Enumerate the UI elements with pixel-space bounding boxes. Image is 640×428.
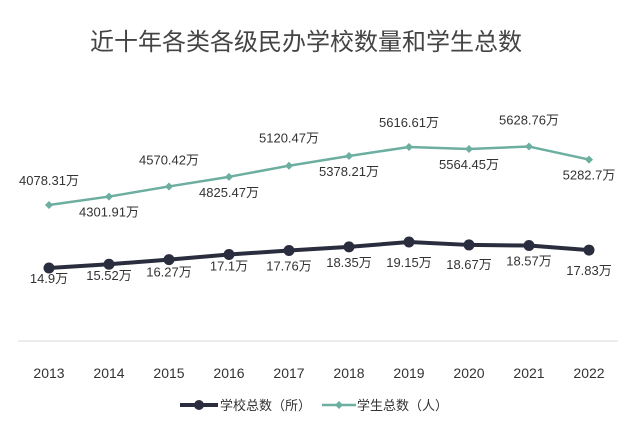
school-count-data-label: 17.76万 — [266, 259, 312, 274]
school-count-point — [463, 239, 475, 251]
student-count-point — [285, 161, 293, 170]
school-count-line — [48, 240, 590, 270]
school-count-data-label: 18.67万 — [446, 257, 492, 272]
x-tick-label: 2019 — [393, 365, 424, 381]
school-count-data-label: 18.35万 — [326, 255, 372, 270]
school-count-point — [343, 241, 355, 253]
student-count-point — [165, 182, 173, 191]
student-count-point — [345, 151, 353, 160]
student-count-point — [525, 142, 533, 151]
x-tick-label: 2014 — [93, 365, 124, 381]
student-count-point — [405, 143, 413, 151]
student-count-data-label: 5564.45万 — [439, 157, 499, 172]
x-tick-label: 2017 — [273, 365, 304, 381]
x-tick-label: 2013 — [33, 365, 64, 381]
student-count-data-label: 5628.76万 — [499, 113, 559, 128]
school-count-point — [43, 262, 55, 274]
student-count-point — [45, 201, 53, 209]
school-count-data-label: 14.9万 — [30, 271, 68, 286]
student-count-data-label: 4570.42万 — [139, 152, 199, 167]
school-count-point — [283, 245, 295, 257]
legend-school-marker — [194, 400, 204, 410]
school-count-point — [403, 236, 415, 248]
student-count-data-label: 5378.21万 — [319, 164, 379, 179]
x-axis-tick-labels: 2013 2014 2015 2016 2017 2018 2019 2020 2021 2022 — [33, 365, 604, 381]
student-count-line — [48, 145, 590, 207]
legend-student-label: 学生总数（人） — [357, 398, 448, 414]
student-count-data-label: 4078.31万 — [19, 173, 79, 188]
student-count-point — [105, 192, 113, 201]
school-count-data-label: 15.52万 — [86, 268, 132, 283]
x-tick-label: 2016 — [213, 365, 244, 381]
student-count-data-label: 5616.61万 — [379, 115, 439, 130]
student-count-point — [585, 155, 593, 164]
school-count-data-label: 19.15万 — [386, 255, 432, 270]
chart-title: 近十年各类各级民办学校数量和学生总数 — [90, 28, 522, 56]
school-count-point — [523, 240, 535, 252]
x-tick-label: 2022 — [573, 365, 604, 381]
series-layer: 14.9万 15.52万 16.27万 17.1万 17.76万 18.35万 19.15万… — [19, 113, 615, 286]
school-count-point — [103, 258, 115, 270]
x-tick-label: 2015 — [153, 365, 184, 381]
legend: 学校总数（所） 学生总数（人） — [180, 398, 448, 414]
student-count-data-label: 5282.7万 — [563, 168, 616, 183]
student-count-point — [465, 144, 473, 153]
school-count-point — [583, 244, 595, 256]
school-count-data-label: 17.83万 — [566, 263, 612, 278]
x-tick-label: 2018 — [333, 365, 364, 381]
legend-student-marker — [335, 401, 343, 409]
x-tick-label: 2021 — [513, 365, 544, 381]
student-count-data-label: 5120.47万 — [259, 131, 319, 146]
student-count-data-label: 4301.91万 — [79, 205, 139, 220]
school-count-point — [163, 254, 175, 266]
school-count-data-label: 16.27万 — [146, 265, 192, 280]
school-count-point — [223, 249, 235, 261]
student-count-point — [225, 172, 233, 181]
x-tick-label: 2020 — [453, 365, 484, 381]
legend-school-label: 学校总数（所） — [220, 398, 311, 414]
school-count-data-label: 17.1万 — [210, 259, 248, 274]
school-count-data-label: 18.57万 — [506, 254, 552, 269]
student-count-data-label: 4825.47万 — [199, 185, 259, 200]
